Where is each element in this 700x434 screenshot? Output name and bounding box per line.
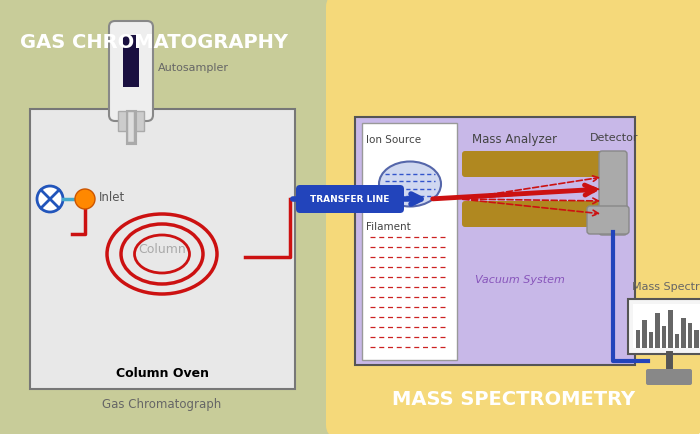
Text: Filament: Filament <box>366 221 411 231</box>
FancyBboxPatch shape <box>123 36 139 88</box>
FancyBboxPatch shape <box>646 369 692 385</box>
Bar <box>688 323 692 348</box>
Text: Autosampler: Autosampler <box>158 63 229 73</box>
Bar <box>649 332 654 348</box>
FancyBboxPatch shape <box>296 186 404 214</box>
Text: GAS CHROMATOGRAPHY: GAS CHROMATOGRAPHY <box>20 33 288 51</box>
Circle shape <box>37 187 63 213</box>
Text: Column: Column <box>138 243 186 256</box>
Bar <box>682 318 686 348</box>
Bar <box>668 310 673 348</box>
FancyBboxPatch shape <box>362 124 457 360</box>
FancyBboxPatch shape <box>118 112 144 132</box>
FancyBboxPatch shape <box>30 110 295 389</box>
Text: TRANSFER LINE: TRANSFER LINE <box>310 195 390 204</box>
Text: Ion Source: Ion Source <box>366 135 421 145</box>
Text: Vacuum System: Vacuum System <box>475 274 565 284</box>
Text: Gas Chromatograph: Gas Chromatograph <box>102 398 222 411</box>
Bar <box>694 330 699 348</box>
FancyBboxPatch shape <box>462 201 608 227</box>
FancyBboxPatch shape <box>462 151 608 178</box>
Text: Column Oven: Column Oven <box>116 367 209 380</box>
Text: MASS SPECTROMETRY: MASS SPECTROMETRY <box>393 390 636 408</box>
FancyBboxPatch shape <box>633 304 700 348</box>
FancyBboxPatch shape <box>587 207 629 234</box>
Text: Mass Analyzer: Mass Analyzer <box>472 133 557 146</box>
FancyBboxPatch shape <box>0 0 339 434</box>
Text: Detector: Detector <box>590 133 638 143</box>
Bar <box>643 320 647 348</box>
Ellipse shape <box>379 162 441 207</box>
Bar <box>636 330 641 348</box>
FancyBboxPatch shape <box>109 22 153 122</box>
Bar <box>655 313 660 348</box>
Text: Inlet: Inlet <box>99 191 125 204</box>
FancyBboxPatch shape <box>355 118 635 365</box>
FancyBboxPatch shape <box>628 299 700 354</box>
FancyBboxPatch shape <box>599 151 627 236</box>
Bar <box>662 326 666 348</box>
FancyBboxPatch shape <box>326 0 700 434</box>
Circle shape <box>75 190 95 210</box>
Bar <box>675 334 680 348</box>
Text: Mass Spectra: Mass Spectra <box>631 281 700 291</box>
